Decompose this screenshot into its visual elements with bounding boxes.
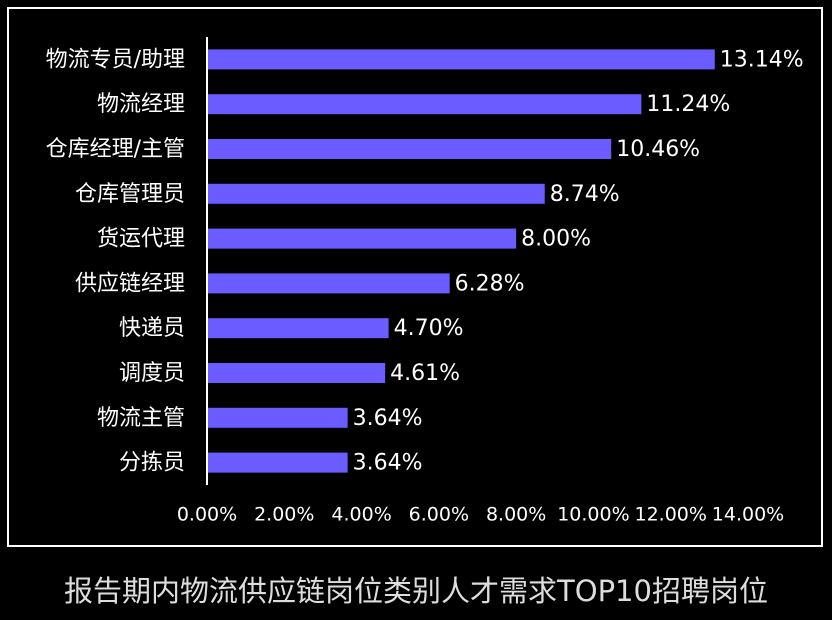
bar xyxy=(207,407,348,428)
x-tick-label: 2.00% xyxy=(254,504,314,526)
y-tick-label: 分拣员 xyxy=(119,451,185,476)
value-label: 8.00% xyxy=(521,227,591,252)
value-label: 11.24% xyxy=(646,92,730,117)
y-tick-label: 物流主管 xyxy=(97,406,185,431)
chart-frame xyxy=(7,7,823,547)
y-tick-label: 供应链经理 xyxy=(75,271,185,296)
bar xyxy=(207,363,386,383)
x-tick-label: 6.00% xyxy=(409,504,469,526)
y-tick-label: 仓库管理员 xyxy=(75,182,185,207)
x-tick-label: 14.00% xyxy=(712,504,784,526)
y-tick-label: 快递员 xyxy=(119,316,185,341)
value-label: 3.64% xyxy=(353,406,423,431)
bar xyxy=(207,228,517,249)
bar xyxy=(207,139,612,159)
bar xyxy=(207,452,348,473)
bar xyxy=(207,273,450,294)
y-tick-label: 物流经理 xyxy=(97,92,185,117)
x-tick-label: 12.00% xyxy=(634,504,706,526)
bar xyxy=(207,94,642,115)
bar xyxy=(207,49,715,70)
value-label: 6.28% xyxy=(455,271,525,296)
value-label: 10.46% xyxy=(616,137,700,162)
y-tick-label: 物流专员/助理 xyxy=(46,47,185,72)
x-tick-label: 10.00% xyxy=(557,504,629,526)
chart-caption: 报告期内物流供应链岗位类别人才需求TOP10招聘岗位 xyxy=(64,574,768,608)
x-tick-label: 0.00% xyxy=(177,504,237,526)
value-label: 3.64% xyxy=(353,451,423,476)
y-tick-label: 仓库经理/主管 xyxy=(46,137,185,162)
bar xyxy=(207,318,389,339)
value-label: 4.61% xyxy=(390,361,460,386)
value-label: 8.74% xyxy=(550,182,620,207)
y-tick-label: 调度员 xyxy=(119,361,185,386)
x-tick-label: 4.00% xyxy=(331,504,391,526)
y-tick-label: 货运代理 xyxy=(97,227,185,252)
value-label: 13.14% xyxy=(720,47,804,72)
value-label: 4.70% xyxy=(394,316,464,341)
x-tick-label: 8.00% xyxy=(486,504,546,526)
bar xyxy=(207,183,545,204)
